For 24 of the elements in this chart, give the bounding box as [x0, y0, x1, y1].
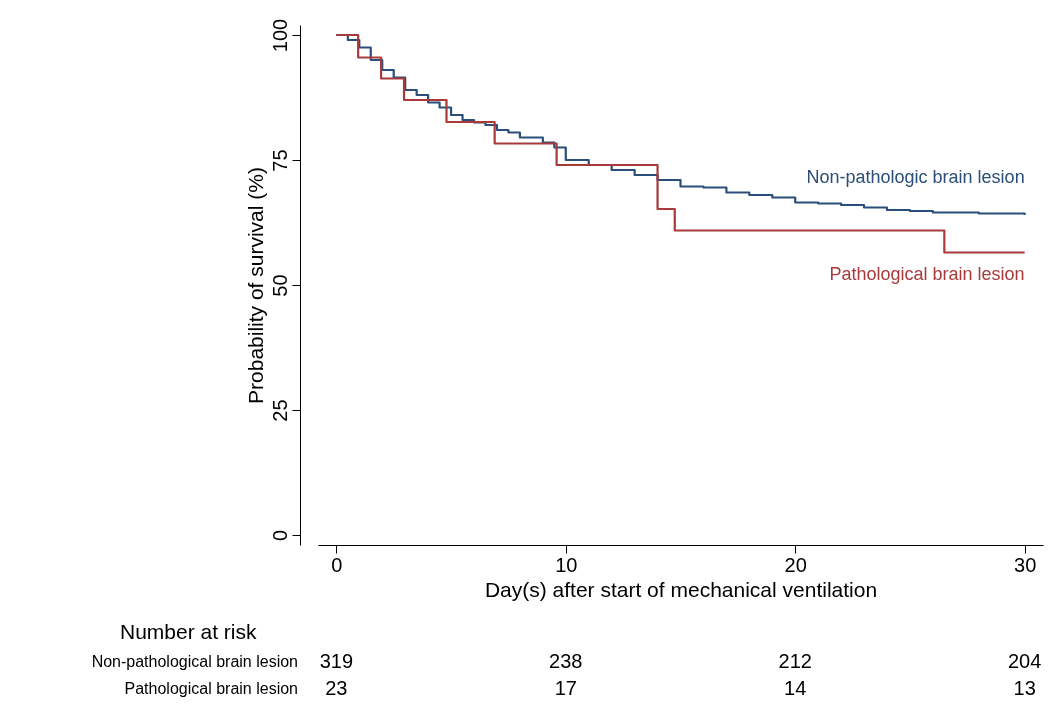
x-tick-label: 10: [555, 553, 578, 576]
text: 23: [325, 677, 348, 699]
x-tick-label: 20: [784, 553, 807, 576]
y-tick-label: 100: [268, 18, 291, 53]
text: 238: [549, 650, 583, 672]
text: Pathological brain lesion: [124, 680, 298, 697]
text: Number at risk: [120, 620, 258, 643]
series-label: Pathological brain lesion: [829, 263, 1025, 284]
text: 319: [319, 650, 354, 672]
text: 13: [1013, 677, 1036, 699]
text: Non-pathological brain lesion: [91, 653, 298, 670]
y-tick-label: 25: [268, 399, 291, 422]
y-tick-label: 50: [268, 274, 291, 297]
y-tick-label: 75: [268, 149, 291, 172]
text: 17: [554, 677, 577, 699]
series-label: Non-pathologic brain lesion: [806, 167, 1025, 187]
y-tick-label: 0: [268, 529, 291, 542]
x-tick-label: 30: [1014, 553, 1037, 576]
x-axis-title: Day(s) after start of mechanical ventilation: [484, 577, 878, 601]
text: 204: [1007, 650, 1042, 672]
text: 212: [778, 650, 812, 672]
x-tick-label: 0: [331, 553, 343, 576]
y-axis-title: Probability of survival (%): [243, 167, 267, 404]
text: 14: [784, 677, 807, 699]
